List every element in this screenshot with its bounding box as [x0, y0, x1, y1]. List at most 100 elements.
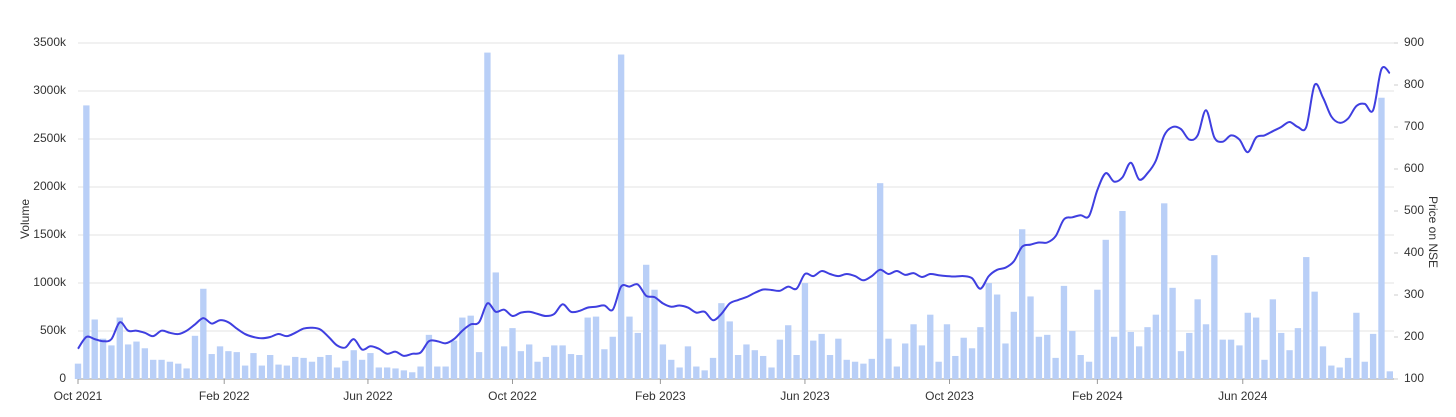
y2-tick-label: 400: [1404, 245, 1424, 259]
volume-bar: [592, 316, 600, 379]
volume-bar: [542, 356, 550, 379]
volume-bar: [200, 288, 207, 379]
volume-bar: [1161, 203, 1168, 379]
volume-bar: [1169, 287, 1176, 379]
volume-bar: [1027, 296, 1034, 379]
y-tick-label: 3000k: [33, 83, 67, 97]
volume-bar: [383, 367, 391, 379]
volume-bar: [409, 372, 416, 379]
volume-bar: [400, 370, 408, 379]
volume-bar: [676, 367, 683, 379]
volume-bar: [935, 361, 942, 379]
volume-bar: [567, 354, 575, 379]
volume-bar: [818, 333, 825, 379]
volume-bar: [1044, 334, 1051, 379]
volume-bar: [617, 54, 625, 380]
volume-bar: [559, 345, 566, 379]
volume-bar: [283, 365, 291, 379]
x-tick-label: Jun 2024: [1218, 389, 1268, 403]
volume-bar: [216, 346, 224, 379]
volume-bar: [1135, 346, 1143, 379]
volume-bar: [1353, 312, 1360, 379]
volume-bar: [1127, 331, 1134, 379]
volume-bar: [1269, 299, 1277, 379]
volume-bar: [751, 350, 758, 379]
volume-bar: [317, 356, 324, 379]
volume-bar: [1303, 257, 1310, 379]
volume-bar: [459, 317, 466, 379]
volume-bar: [1219, 339, 1226, 379]
volume-bar: [175, 363, 182, 379]
volume-bar: [1144, 327, 1151, 379]
x-tick-label: Oct 2023: [925, 389, 974, 403]
volume-bar: [500, 346, 508, 379]
volume-bar: [375, 367, 382, 379]
volume-bar: [952, 355, 959, 379]
volume-bar: [993, 294, 1001, 379]
volume-bar: [534, 361, 541, 379]
y2-tick-label: 300: [1404, 287, 1424, 301]
y-tick-label: 1500k: [33, 227, 67, 241]
volume-bar: [1202, 324, 1210, 379]
volume-bar: [158, 359, 165, 379]
volume-bar: [233, 352, 240, 379]
volume-bar: [684, 346, 692, 379]
volume-bar: [709, 357, 717, 379]
volume-bar: [1278, 332, 1285, 379]
x-tick-label: Oct 2021: [54, 389, 103, 403]
volume-bar: [1002, 343, 1009, 379]
x-tick-label: Jun 2023: [780, 389, 830, 403]
volume-bar: [776, 339, 784, 379]
volume-bar: [183, 368, 190, 379]
volume-bar: [166, 361, 174, 379]
volume-bar: [826, 355, 834, 379]
x-tick-label: Jun 2022: [343, 389, 393, 403]
volume-bar: [659, 344, 667, 379]
volume-bar: [734, 355, 742, 379]
volume-bar: [634, 332, 641, 379]
volume-bar: [300, 357, 307, 379]
volume-bar: [793, 355, 800, 379]
y-tick-label: 1000k: [33, 275, 67, 289]
volume-bar: [601, 349, 608, 379]
volume-bar: [250, 353, 257, 379]
y2-tick-label: 500: [1404, 203, 1424, 217]
volume-bar: [643, 264, 650, 379]
x-tick-label: Feb 2023: [635, 389, 686, 403]
volume-bar: [124, 344, 132, 379]
volume-bar: [1085, 361, 1093, 379]
volume-bar: [693, 366, 700, 379]
volume-bar: [517, 351, 525, 379]
volume-bar: [225, 351, 232, 379]
volume-bar: [893, 366, 901, 379]
volume-bar: [350, 350, 357, 379]
volume-bar: [1261, 359, 1268, 379]
volume-bar: [1152, 314, 1160, 379]
volume-bar: [1336, 367, 1343, 379]
volume-bar: [1186, 332, 1193, 379]
x-tick-label: Oct 2022: [488, 389, 537, 403]
volume-bar: [1110, 336, 1118, 379]
volume-bar: [835, 338, 842, 379]
volume-bar: [1211, 255, 1218, 379]
y-tick-label: 500k: [40, 323, 67, 337]
volume-bar: [83, 105, 90, 380]
volume-bar: [1060, 285, 1068, 379]
volume-bar: [876, 183, 884, 379]
volume-bar: [308, 361, 316, 379]
volume-bar: [91, 319, 98, 379]
volume-bar: [977, 327, 984, 379]
volume-bar: [851, 361, 859, 379]
volume-bar: [968, 348, 976, 379]
y-axis-title: Volume: [18, 199, 32, 239]
volume-bar: [609, 336, 616, 379]
volume-bar: [943, 324, 951, 379]
volume-bar: [743, 344, 750, 379]
volume-bar: [342, 360, 349, 379]
volume-bar: [726, 321, 733, 379]
volume-bar: [1344, 357, 1352, 379]
volume-bar: [885, 338, 892, 379]
price-line: [77, 65, 1391, 357]
